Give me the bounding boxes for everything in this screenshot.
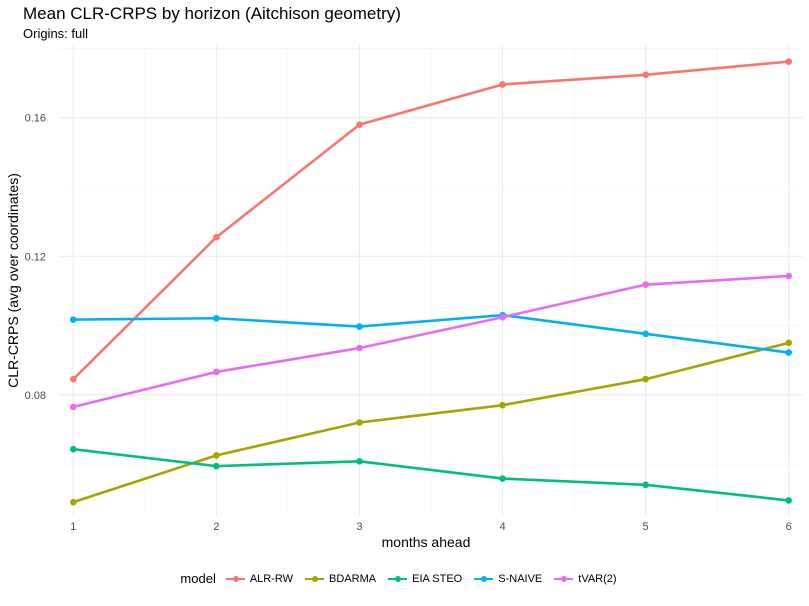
series-line bbox=[72, 274, 790, 409]
series-line bbox=[72, 447, 790, 502]
data-point bbox=[499, 81, 506, 88]
data-point bbox=[642, 330, 649, 338]
data-point bbox=[785, 497, 792, 504]
data-point bbox=[70, 403, 77, 411]
data-point bbox=[356, 419, 363, 426]
data-point bbox=[213, 452, 220, 459]
data-point bbox=[785, 349, 792, 356]
series-line bbox=[72, 60, 790, 381]
y-axis-title: CLR-CRPS (avg over coordinates) bbox=[5, 173, 21, 388]
data-point bbox=[213, 233, 220, 241]
legend-label: tVAR(2) bbox=[578, 572, 617, 585]
legend-key bbox=[474, 574, 494, 584]
legend-key-dot bbox=[561, 575, 568, 582]
legend-key bbox=[225, 574, 245, 584]
legend-item: tVAR(2) bbox=[554, 572, 617, 585]
data-point bbox=[356, 457, 363, 465]
data-point bbox=[642, 375, 649, 383]
data-point bbox=[356, 323, 363, 330]
legend: model ALR-RW BDARMA EIA STEO S-NAIVE tVAR(2) bbox=[0, 571, 809, 586]
data-point bbox=[213, 368, 220, 376]
legend-key-dot bbox=[395, 575, 402, 582]
x-tick-label: 3 bbox=[356, 521, 362, 533]
x-tick-label: 1 bbox=[70, 521, 76, 533]
chart-title: Mean CLR-CRPS by horizon (Aitchison geom… bbox=[23, 4, 401, 23]
data-point bbox=[356, 344, 363, 352]
legend-key bbox=[305, 574, 325, 584]
legend-label: ALR-RW bbox=[249, 572, 294, 585]
y-tick-label: 0.08 bbox=[25, 390, 46, 402]
legend-key bbox=[388, 574, 408, 584]
data-point bbox=[499, 475, 506, 482]
data-point bbox=[785, 58, 792, 65]
data-point bbox=[499, 313, 506, 321]
data-point bbox=[213, 314, 220, 322]
legend-title: model bbox=[180, 571, 216, 586]
x-tick-label: 6 bbox=[786, 521, 792, 533]
x-tick-label: 5 bbox=[643, 521, 649, 533]
y-tick-label: 0.16 bbox=[25, 113, 46, 125]
legend-key-dot bbox=[232, 575, 239, 582]
data-point bbox=[785, 339, 792, 347]
data-point bbox=[499, 401, 506, 409]
legend-key bbox=[554, 574, 574, 584]
legend-label: S-NAIVE bbox=[498, 572, 543, 585]
legend-key-dot bbox=[481, 575, 488, 582]
data-point bbox=[70, 498, 77, 506]
legend-key-dot bbox=[312, 575, 319, 582]
data-point bbox=[642, 481, 649, 489]
legend-item: S-NAIVE bbox=[474, 573, 542, 585]
x-tick-label: 4 bbox=[499, 521, 505, 533]
y-tick-label: 0.12 bbox=[25, 251, 46, 263]
data-point bbox=[785, 272, 792, 280]
legend-item: ALR-RW bbox=[225, 572, 294, 585]
x-tick-label: 2 bbox=[213, 521, 219, 533]
data-point bbox=[642, 281, 649, 288]
data-point bbox=[356, 121, 363, 128]
legend-label: BDARMA bbox=[329, 572, 377, 585]
data-point bbox=[70, 445, 77, 453]
legend-item: EIA STEO bbox=[388, 573, 462, 585]
data-point bbox=[70, 316, 77, 323]
chart-subtitle: Origins: full bbox=[23, 26, 89, 41]
x-axis-title: months ahead bbox=[382, 534, 471, 550]
legend-item: BDARMA bbox=[305, 573, 376, 585]
data-point bbox=[70, 375, 77, 383]
data-point bbox=[213, 462, 220, 470]
legend-label: EIA STEO bbox=[412, 572, 463, 585]
series-line bbox=[72, 313, 790, 354]
data-point bbox=[642, 71, 649, 79]
